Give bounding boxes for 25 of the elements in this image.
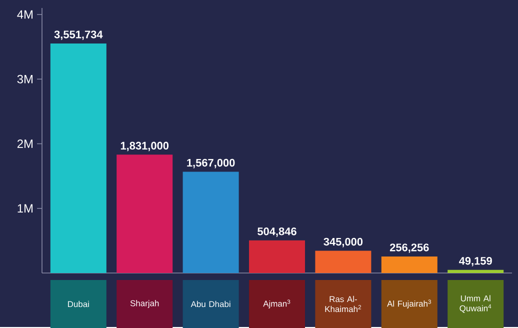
- x-tick-label: Umm Al Quwain$^{4}$: [460, 295, 492, 313]
- bar: [249, 240, 306, 273]
- data-label: 345,000: [324, 238, 363, 248]
- bar: [448, 270, 504, 273]
- x-tick-label: Dubai: [68, 300, 89, 308]
- data-label: 49,159: [459, 256, 492, 266]
- y-tick-label: 1M: [18, 204, 32, 212]
- y-tick-label: 2M: [17, 140, 32, 148]
- data-label: 1,567,000: [187, 158, 235, 168]
- y-tick-label: 4M: [17, 10, 32, 19]
- bar: [116, 154, 173, 273]
- data-label: 256,256: [390, 244, 429, 253]
- data-label: 1,831,000: [120, 142, 169, 152]
- bar: [182, 172, 239, 273]
- data-label: 504,846: [258, 228, 296, 237]
- x-tick-label: Ajman$^{3}$: [263, 300, 290, 308]
- x-tick-label: Ras Al-Khaimah$^{2}$: [325, 296, 362, 312]
- bar: [381, 256, 438, 273]
- bar: [315, 250, 372, 273]
- bar: [50, 43, 106, 273]
- y-tick-label: 3M: [17, 74, 32, 84]
- x-tick-label: Sharjah: [130, 300, 159, 308]
- x-tick-label: Al Fujairah$^{3}$: [387, 300, 432, 308]
- data-label: 3,551,734: [54, 30, 103, 40]
- x-tick-label: Abu Dhabi: [190, 300, 230, 308]
